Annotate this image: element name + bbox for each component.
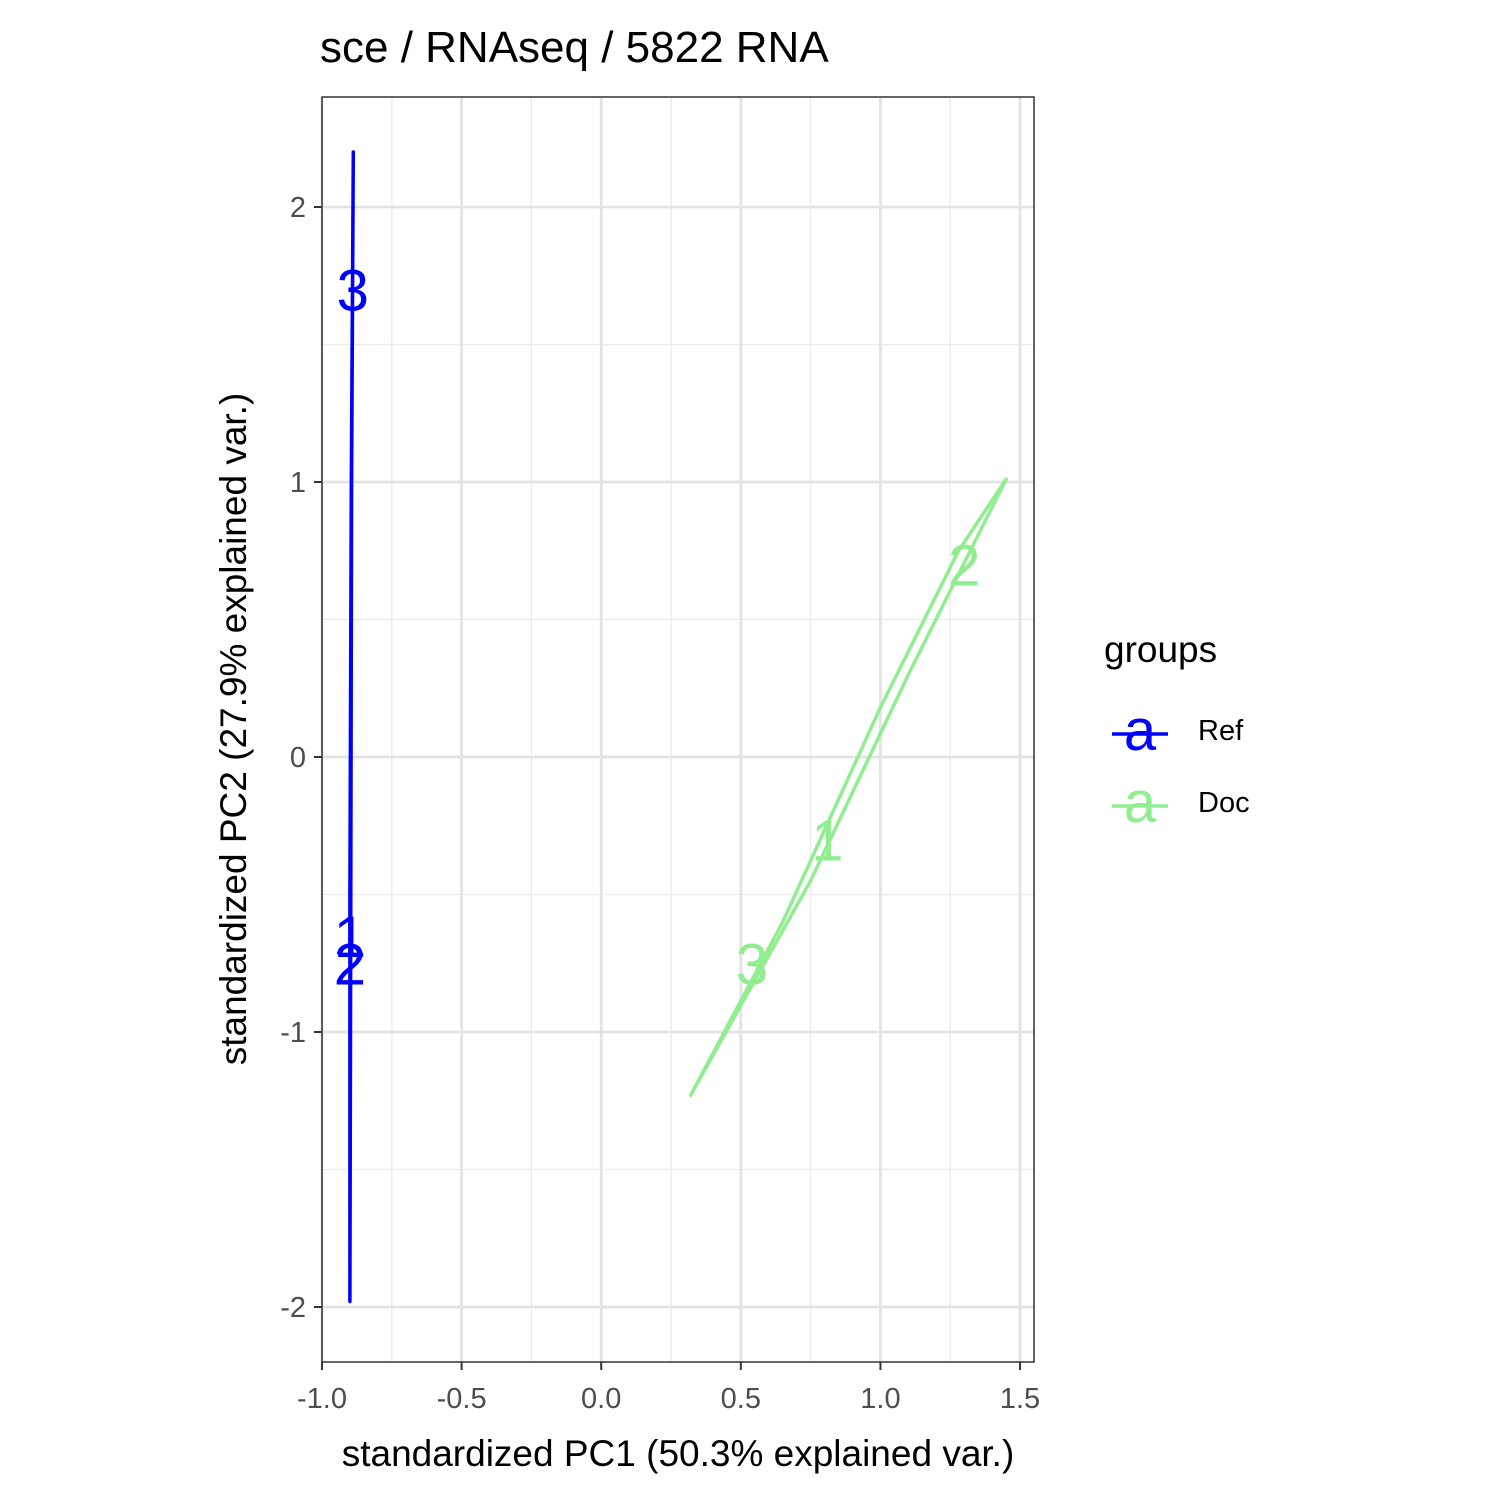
ellipse-ref [348,150,356,1304]
x-tick-label: 1.0 [860,1383,900,1415]
x-tick-label: 0.0 [581,1383,621,1415]
point-label-ref-2: 2 [334,932,366,997]
legend-label-ref: Ref [1198,715,1244,747]
legend: groups a Ref a Doc [1104,629,1250,835]
x-axis: -1.0 -0.5 0.0 0.5 1.0 1.5 [297,1362,1040,1415]
y-tick-label: 0 [290,742,306,774]
y-tick-label: -2 [280,1292,306,1324]
y-axis: -2 -1 0 1 2 [280,192,322,1324]
point-label-ref-1: 1 [334,905,366,970]
x-tick-label: -1.0 [297,1383,347,1415]
group-ellipses [348,150,1008,1304]
point-label-doc-2: 2 [948,534,980,599]
minor-gridlines [322,97,1034,1362]
x-tick-label: 1.5 [1000,1383,1040,1415]
y-tick-label: 2 [290,192,306,224]
y-tick-label: -1 [280,1017,306,1049]
legend-key-glyph-ref: a [1124,698,1157,763]
y-axis-title: standardized PC2 (27.9% explained var.) [213,393,254,1066]
x-tick-label: 0.5 [721,1383,761,1415]
point-label-doc-1: 1 [811,809,843,874]
point-label-ref-3: 3 [337,259,369,324]
x-axis-title: standardized PC1 (50.3% explained var.) [342,1433,1015,1474]
ellipse-doc [688,477,1008,1098]
legend-title: groups [1104,629,1217,670]
panel-border [321,96,1035,1363]
legend-key-glyph-doc: a [1124,770,1157,835]
legend-label-doc: Doc [1198,787,1250,819]
y-tick-label: 1 [290,467,306,499]
x-tick-label: -0.5 [437,1383,487,1415]
chart-title: sce / RNAseq / 5822 RNA [320,23,829,72]
point-label-doc-3: 3 [736,932,768,997]
